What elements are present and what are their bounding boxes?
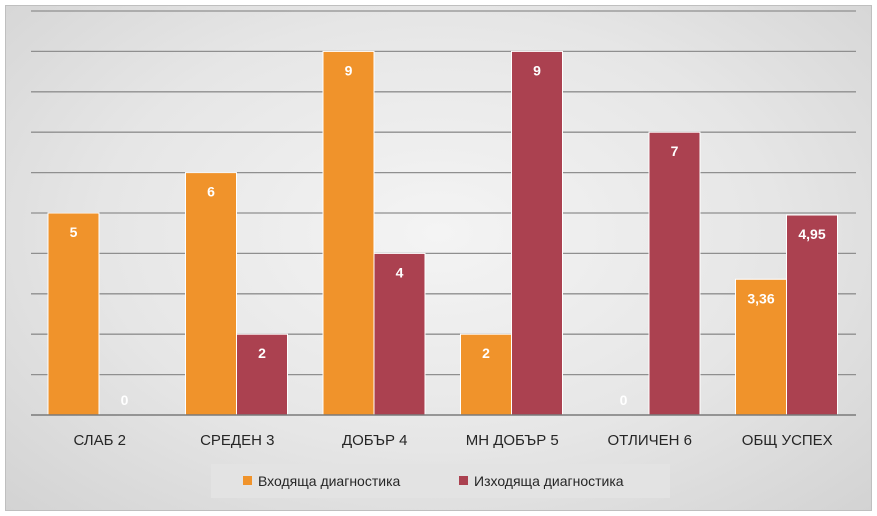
data-label: 6	[207, 184, 215, 200]
data-label: 2	[258, 345, 266, 361]
data-label: 3,36	[747, 290, 774, 306]
bar-series-1	[735, 278, 787, 416]
bar-series-2	[786, 214, 838, 416]
data-label: 5	[70, 224, 78, 240]
x-tick-label: ОБЩ УСПЕХ	[742, 432, 833, 449]
legend-swatch-series-1	[243, 476, 252, 485]
legend	[211, 464, 670, 498]
data-label: 9	[533, 62, 541, 78]
x-tick-label: СРЕДЕН 3	[200, 432, 274, 449]
bar-series-1	[47, 212, 100, 416]
legend-label-series-1: Входяща диагностика	[258, 473, 401, 489]
x-tick-label: СЛАБ 2	[73, 432, 126, 449]
data-label: 0	[121, 392, 129, 408]
legend-label-series-2: Изходяща диагностика	[474, 473, 624, 489]
bar-chart: 5 6 9 2 0 3,36 0 2 4 9 7 4,95 СЛАБ 2 СРЕДЕН 3 ДОБЪР 4 М…	[31, 10, 856, 498]
data-label: 9	[345, 62, 353, 78]
bar-series-1	[322, 50, 375, 416]
data-label: 2	[482, 345, 490, 361]
data-label: 0	[620, 392, 628, 408]
x-tick-label: ДОБЪР 4	[342, 432, 408, 449]
bar-series-2	[373, 252, 426, 416]
bar-series-2	[648, 131, 701, 416]
x-tick-label: МН ДОБЪР 5	[466, 432, 559, 449]
chart-area: 5 6 9 2 0 3,36 0 2 4 9 7 4,95 СЛАБ 2 СРЕДЕН 3 ДОБЪР 4 М…	[5, 5, 872, 511]
data-label: 4	[396, 264, 404, 280]
bar-series-2	[511, 50, 563, 416]
legend-swatch-series-2	[459, 476, 468, 485]
data-label: 4,95	[798, 226, 825, 242]
bar-series-1	[185, 172, 237, 416]
x-tick-label: ОТЛИЧЕН 6	[608, 432, 692, 449]
data-label: 7	[671, 143, 679, 159]
